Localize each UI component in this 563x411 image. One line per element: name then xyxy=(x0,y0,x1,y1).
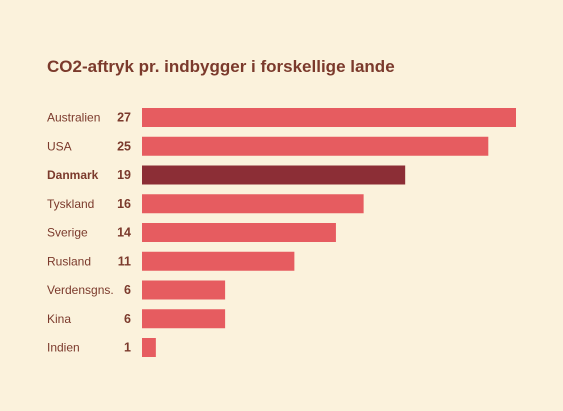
bar xyxy=(142,251,295,271)
category-label: Rusland xyxy=(47,254,91,268)
bar xyxy=(142,338,156,357)
chart-title: CO2-aftryk pr. indbygger i forskellige l… xyxy=(47,57,395,76)
category-label: Tyskland xyxy=(47,197,94,211)
category-label: Danmark xyxy=(47,168,99,182)
value-label: 25 xyxy=(117,139,131,153)
category-label: Sverige xyxy=(47,226,88,240)
category-label: Australien xyxy=(47,111,100,125)
category-label: Verdensgns. xyxy=(47,283,114,297)
value-label: 6 xyxy=(124,312,131,326)
category-label: Indien xyxy=(47,341,80,355)
category-label: USA xyxy=(47,139,72,153)
value-label: 19 xyxy=(117,168,131,182)
value-label: 1 xyxy=(124,341,131,355)
bar xyxy=(142,165,406,185)
value-label: 14 xyxy=(117,226,131,240)
bar xyxy=(142,309,226,329)
value-label: 16 xyxy=(117,197,131,211)
bar xyxy=(142,108,516,127)
value-label: 11 xyxy=(118,254,131,268)
value-label: 27 xyxy=(117,111,131,125)
value-label: 6 xyxy=(124,283,131,297)
bar xyxy=(142,136,489,156)
bar xyxy=(142,194,364,214)
bar xyxy=(142,223,336,242)
bar xyxy=(142,280,226,300)
category-label: Kina xyxy=(47,312,71,326)
